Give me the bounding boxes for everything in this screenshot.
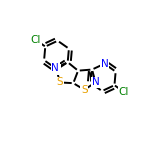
Text: N: N — [101, 59, 108, 69]
Text: N: N — [92, 78, 99, 87]
Text: Cl: Cl — [119, 87, 129, 97]
Text: Cl: Cl — [31, 35, 41, 45]
Text: N: N — [51, 63, 59, 73]
Text: S: S — [81, 85, 88, 95]
Text: S: S — [57, 78, 63, 87]
Text: N: N — [53, 65, 60, 74]
